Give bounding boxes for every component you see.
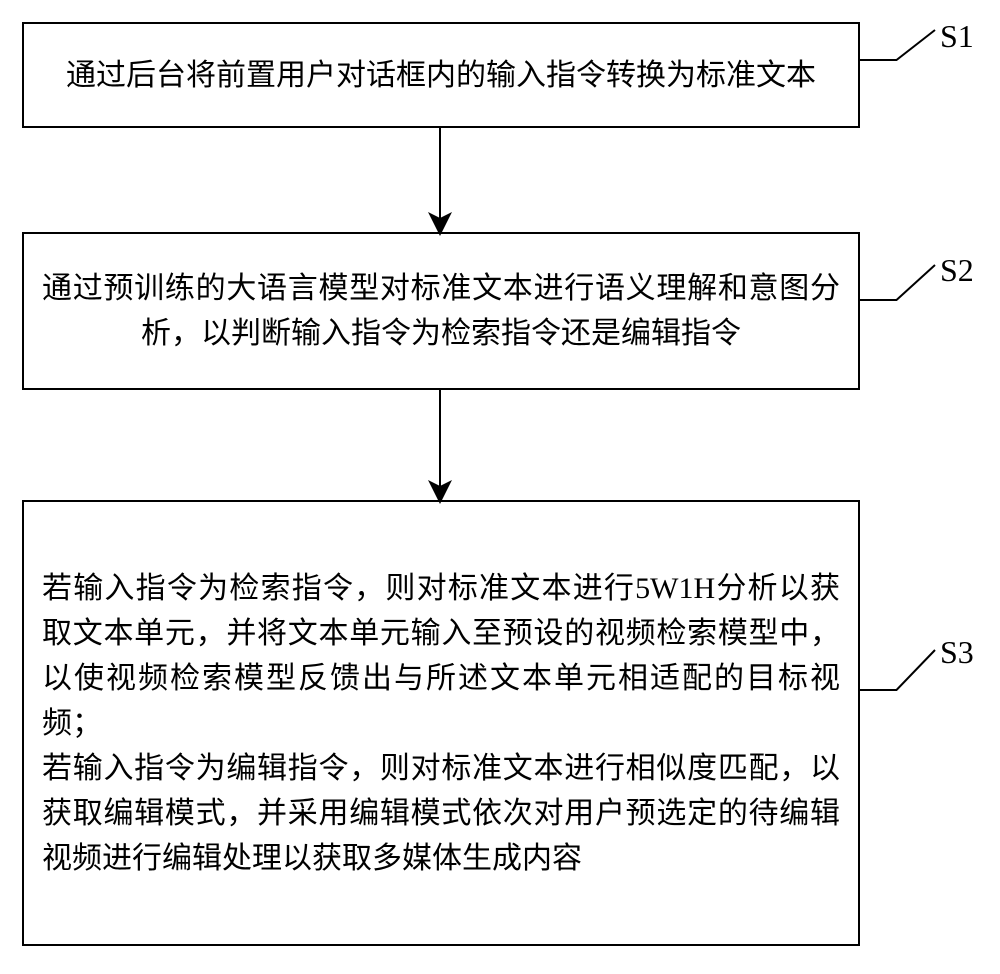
node-s3-text: 若输入指令为检索指令，则对标准文本进行5W1H分析以获取文本单元，并将文本单元输… [42,566,840,881]
step-label-s3: S3 [940,634,974,671]
step-label-s2: S2 [940,252,974,289]
flowchart-node-s2: 通过预训练的大语言模型对标准文本进行语义理解和意图分析，以判断输入指令为检索指令… [22,232,860,390]
node-s1-text: 通过后台将前置用户对话框内的输入指令转换为标准文本 [66,53,816,98]
flowchart-node-s3: 若输入指令为检索指令，则对标准文本进行5W1H分析以获取文本单元，并将文本单元输… [22,500,860,946]
flowchart-node-s1: 通过后台将前置用户对话框内的输入指令转换为标准文本 [22,22,860,128]
flowchart-container: 通过后台将前置用户对话框内的输入指令转换为标准文本 S1 通过预训练的大语言模型… [0,0,1000,974]
step-label-s1: S1 [940,18,974,55]
node-s2-text: 通过预训练的大语言模型对标准文本进行语义理解和意图分析，以判断输入指令为检索指令… [42,266,840,356]
